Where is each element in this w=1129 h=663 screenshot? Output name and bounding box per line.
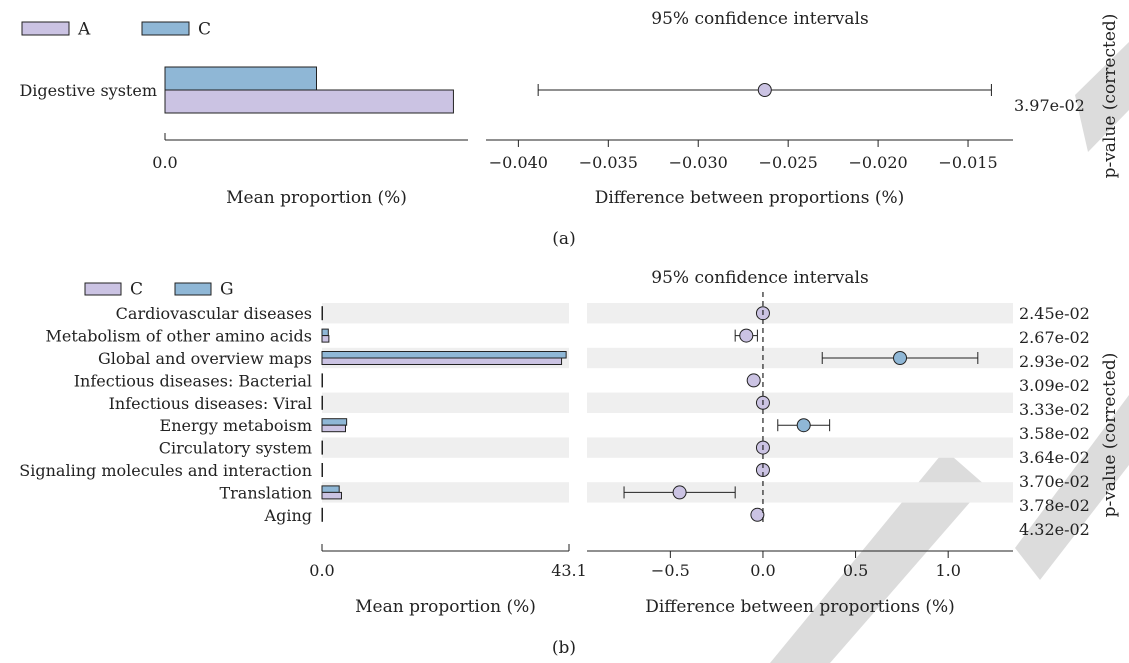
ci-tick-label: 1.0 <box>935 561 960 580</box>
legend-swatch <box>21 21 70 36</box>
bar-tick-label: 43.1 <box>551 561 587 580</box>
p-value: 2.67e-02 <box>1019 328 1090 347</box>
row-stripe <box>322 303 569 324</box>
ci-tick-label: −0.040 <box>489 153 548 172</box>
row-stripe <box>587 347 1013 369</box>
bar-G <box>321 306 323 314</box>
legend-label: C <box>130 280 143 300</box>
ci-tick-label: −0.030 <box>669 153 728 172</box>
p-value: 3.58e-02 <box>1019 424 1090 443</box>
row-stripe <box>587 303 1013 324</box>
row-stripe <box>587 437 1013 458</box>
bar-C <box>321 312 323 321</box>
watermark-stripe <box>1015 395 1129 580</box>
row-label: Signaling molecules and interaction <box>19 461 312 480</box>
panel-a: A C Digestive system 3.97e-02 0.0 Mean propor… <box>19 9 1120 249</box>
p-value-axis-label: p-value (corrected) <box>1100 353 1120 518</box>
bar-C <box>321 491 342 500</box>
ci-point <box>739 328 754 343</box>
ci-point <box>672 485 687 500</box>
ci-tick-label: −0.015 <box>938 153 997 172</box>
bar-C <box>321 424 346 433</box>
ci-point <box>750 507 765 522</box>
ci-point <box>757 83 772 97</box>
ci-tick-label: −0.020 <box>848 153 907 172</box>
legend-label: G <box>220 280 234 300</box>
p-value: 2.45e-02 <box>1019 304 1090 323</box>
row-label: Infectious diseases: Bacterial <box>74 371 312 390</box>
p-value: 3.33e-02 <box>1019 400 1090 419</box>
ci-tick-label: −0.025 <box>759 153 818 172</box>
bar-C <box>321 447 323 455</box>
panel-label: (b) <box>552 638 576 658</box>
ci-tick-label: 0.5 <box>843 561 868 580</box>
p-value: 3.70e-02 <box>1019 472 1090 491</box>
ci-tick-label: 0.0 <box>750 561 775 580</box>
bar-G <box>321 418 348 426</box>
row-stripe <box>322 482 569 503</box>
bar-tick-label: 0.0 <box>309 561 334 580</box>
row-stripe <box>322 437 569 458</box>
panel-b: C G Cardiovascular diseases 2.45e-02 Metabol… <box>19 268 1120 658</box>
bar-C <box>321 379 323 388</box>
bar-G <box>321 373 323 381</box>
bar-C <box>321 469 323 477</box>
p-value: 2.93e-02 <box>1019 352 1090 371</box>
legend-swatch <box>141 21 190 36</box>
row-stripe <box>587 392 1013 413</box>
p-value: 3.78e-02 <box>1019 496 1090 515</box>
ci-tick-label: −0.035 <box>579 153 638 172</box>
bar-C <box>321 514 323 522</box>
row-label: Aging <box>264 506 312 525</box>
bar-G <box>321 440 323 449</box>
row-label: Digestive system <box>19 81 157 100</box>
bar-axis-title: Mean proportion (%) <box>355 597 536 617</box>
row-label: Global and overview maps <box>98 349 312 368</box>
p-value: 3.64e-02 <box>1019 448 1090 467</box>
row-stripe <box>587 482 1013 503</box>
legend-swatch <box>174 282 212 296</box>
bar-A <box>164 89 454 114</box>
p-value: 4.32e-02 <box>1019 520 1090 539</box>
legend-label: A <box>77 20 91 40</box>
bar-G <box>321 328 329 337</box>
watermark-stripe <box>770 450 985 663</box>
bar-G <box>321 351 567 359</box>
bar-C <box>321 402 323 410</box>
bar-C <box>321 335 330 343</box>
ci-point <box>893 351 908 365</box>
bar-C <box>164 66 317 91</box>
bar-G <box>321 485 340 493</box>
p-value: 3.97e-02 <box>1014 96 1085 115</box>
p-value-axis-label: p-value (corrected) <box>1100 14 1120 179</box>
bar-axis-title: Mean proportion (%) <box>226 188 407 208</box>
watermark-stripe <box>1075 42 1129 152</box>
bar-G <box>321 463 323 471</box>
bar-tick-label: 0.0 <box>152 153 177 172</box>
row-label: Infectious diseases: Viral <box>109 394 312 413</box>
ci-title: 95% confidence intervals <box>651 9 868 29</box>
row-label: Energy metaboism <box>160 416 312 435</box>
p-value: 3.09e-02 <box>1019 376 1090 395</box>
ci-point <box>746 373 761 388</box>
ci-axis-title: Difference between proportions (%) <box>645 597 955 617</box>
ci-tick-label: −0.5 <box>651 561 690 580</box>
ci-axis-title: Difference between proportions (%) <box>595 188 905 208</box>
row-label: Translation <box>219 483 312 502</box>
bar-G <box>321 507 323 516</box>
legend-swatch <box>84 282 122 296</box>
legend-label: C <box>198 20 211 40</box>
row-label: Cardiovascular diseases <box>116 304 312 323</box>
ci-title: 95% confidence intervals <box>651 268 868 288</box>
ci-point <box>796 418 811 433</box>
watermark-stripes <box>770 42 1129 663</box>
bar-C <box>321 357 563 365</box>
row-label: Metabolism of other amino acids <box>45 327 312 346</box>
bar-G <box>321 395 323 404</box>
row-label: Circulatory system <box>159 439 312 458</box>
row-stripe <box>322 392 569 413</box>
panel-label: (a) <box>552 229 575 249</box>
